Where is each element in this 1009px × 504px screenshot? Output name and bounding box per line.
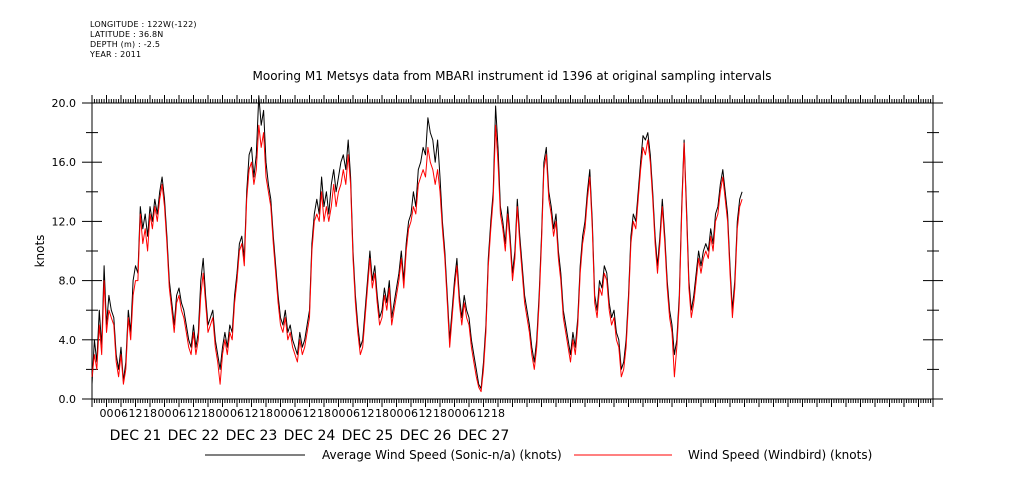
series-lines — [91, 95, 743, 393]
legend: Average Wind Speed (Sonic-n/a) (knots) Wi… — [205, 448, 872, 462]
depth-text: DEPTH (m) : -2.5 — [90, 40, 161, 49]
x-day-label: DEC 23 — [226, 428, 278, 444]
latitude-text: LATITUDE : 36.8N — [90, 30, 164, 39]
y-axis-title: knots — [33, 235, 47, 268]
x-tick-label: 06 — [230, 407, 244, 420]
axis-ticks — [82, 95, 943, 407]
legend-label-2: Wind Speed (Windbird) (knots) — [688, 448, 872, 462]
chart-title: Mooring M1 Metsys data from MBARI instru… — [253, 69, 772, 83]
x-day-label: DEC 21 — [110, 428, 162, 444]
x-tick-label: 12 — [245, 407, 259, 420]
x-tick-label: 12 — [187, 407, 201, 420]
x-day-label: DEC 22 — [168, 428, 220, 444]
x-tick-label: 18 — [259, 407, 273, 420]
x-tick-label: 06 — [462, 407, 476, 420]
x-tick-label: 06 — [404, 407, 418, 420]
x-day-label: DEC 25 — [342, 428, 394, 444]
x-tick-label: 18 — [375, 407, 389, 420]
x-tick-label: 12 — [361, 407, 375, 420]
x-tick-label: 00 — [274, 407, 288, 420]
series-line-1 — [91, 95, 743, 390]
y-tick-label: 0.0 — [59, 393, 77, 406]
x-tick-label: 18 — [317, 407, 331, 420]
x-tick-label: 00 — [390, 407, 404, 420]
x-tick-label: 12 — [129, 407, 143, 420]
x-tick-label: 06 — [346, 407, 360, 420]
year-text: YEAR : 2011 — [90, 50, 142, 59]
y-tick-label: 8.0 — [59, 275, 77, 288]
x-tick-label: 06 — [288, 407, 302, 420]
y-tick-label: 20.0 — [52, 97, 77, 110]
x-tick-label: 18 — [491, 407, 505, 420]
x-tick-label: 00 — [158, 407, 172, 420]
x-tick-label: 18 — [201, 407, 215, 420]
x-tick-label: 18 — [143, 407, 157, 420]
axis-labels: 0.04.08.012.016.020.000 06 12 18 00 06 12 18 00 0… — [52, 97, 510, 444]
x-tick-label: 00 — [332, 407, 346, 420]
x-tick-label: 00 — [216, 407, 230, 420]
x-tick-label: 12 — [419, 407, 433, 420]
x-tick-label: 00 — [100, 407, 114, 420]
x-tick-label: 12 — [303, 407, 317, 420]
y-tick-label: 4.0 — [59, 334, 77, 347]
x-tick-label: 00 — [448, 407, 462, 420]
series-line-2 — [91, 124, 743, 393]
legend-label-1: Average Wind Speed (Sonic-n/a) (knots) — [322, 448, 562, 462]
y-tick-label: 12.0 — [52, 215, 77, 228]
x-day-label: DEC 27 — [458, 428, 510, 444]
x-day-label: DEC 24 — [284, 428, 336, 444]
x-tick-label: 06 — [114, 407, 128, 420]
metadata-block: LONGITUDE : 122W(-122) LATITUDE : 36.8N … — [90, 20, 197, 60]
x-tick-label: 18 — [433, 407, 447, 420]
x-day-label: DEC 26 — [400, 428, 452, 444]
x-tick-label: 12 — [477, 407, 491, 420]
y-tick-label: 16.0 — [52, 156, 77, 169]
x-tick-label: 06 — [172, 407, 186, 420]
longitude-text: LONGITUDE : 122W(-122) — [90, 20, 197, 29]
